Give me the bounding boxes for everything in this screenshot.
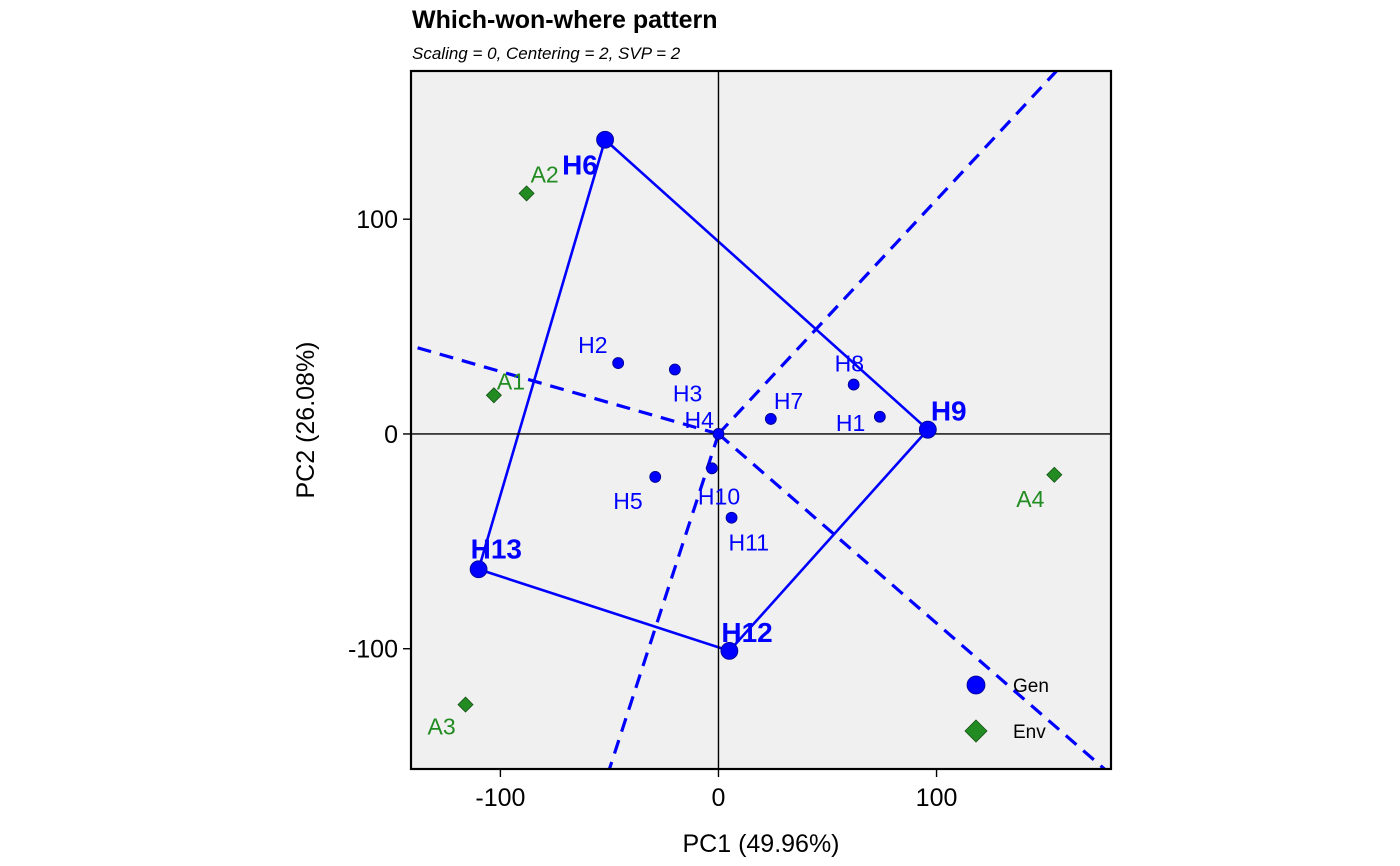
gen-point-h12 bbox=[720, 641, 739, 660]
gen-label-h12: H12 bbox=[721, 617, 772, 648]
legend-gen-marker bbox=[966, 675, 986, 695]
gen-label-h8: H8 bbox=[835, 351, 864, 377]
panel-border bbox=[409, 69, 1113, 771]
gen-label-h1: H1 bbox=[836, 410, 865, 436]
gen-point-h1 bbox=[873, 410, 886, 423]
gen-label-h13: H13 bbox=[471, 533, 522, 564]
legend-label-env: Env bbox=[1013, 722, 1046, 743]
plot-panel bbox=[411, 71, 1111, 769]
gen-label-h2: H2 bbox=[578, 332, 607, 358]
env-label-a3: A3 bbox=[428, 714, 456, 740]
legend-env-marker bbox=[964, 719, 988, 743]
gen-point-h4 bbox=[712, 428, 725, 440]
y-axis-label: PC2 (26.08%) bbox=[292, 341, 320, 498]
env-label-a2: A2 bbox=[531, 161, 559, 187]
env-point-a3 bbox=[457, 696, 474, 713]
chart-title: Which-won-where pattern bbox=[412, 6, 718, 34]
sector-line-4 bbox=[607, 433, 720, 769]
gen-point-h6 bbox=[596, 130, 614, 149]
gen-point-h3 bbox=[668, 363, 681, 376]
y-tick-label: -100 bbox=[348, 636, 398, 664]
x-tick-label: 100 bbox=[916, 784, 958, 812]
legend: Gen Env bbox=[964, 675, 1049, 743]
gen-label-h10: H10 bbox=[698, 483, 740, 509]
gen-label-h6: H6 bbox=[562, 150, 598, 181]
gen-label-h3: H3 bbox=[673, 381, 702, 407]
sector-line-1 bbox=[717, 71, 1058, 436]
env-label-a1: A1 bbox=[497, 368, 525, 394]
gen-point-h5 bbox=[649, 471, 662, 483]
env-label-a4: A4 bbox=[1016, 486, 1044, 512]
legend-label-gen: Gen bbox=[1013, 676, 1049, 697]
x-axis-label: PC1 (49.96%) bbox=[682, 830, 839, 858]
sector-line-2 bbox=[411, 344, 719, 436]
x-tick-label: 0 bbox=[712, 784, 726, 812]
gen-point-h11 bbox=[725, 511, 738, 524]
env-point-a2 bbox=[518, 185, 535, 202]
gen-point-h13 bbox=[469, 560, 488, 579]
gen-point-h2 bbox=[612, 357, 625, 369]
sector-line-3 bbox=[717, 432, 1106, 769]
chart-subtitle: Scaling = 0, Centering = 2, SVP = 2 bbox=[412, 44, 681, 63]
panel-background bbox=[411, 71, 1111, 769]
env-point-a1 bbox=[485, 387, 502, 404]
axes: -100 0 100 -100 0 100 bbox=[348, 69, 1113, 812]
gen-point-h8 bbox=[847, 378, 860, 391]
gen-point-h9 bbox=[918, 420, 937, 439]
gen-label-h9: H9 bbox=[931, 396, 967, 427]
x-tick-label: -100 bbox=[475, 784, 525, 812]
y-tick-label: 100 bbox=[356, 206, 398, 234]
env-point-a4 bbox=[1046, 466, 1063, 483]
gen-label-h4: H4 bbox=[684, 407, 714, 433]
gen-label-h5: H5 bbox=[613, 488, 642, 514]
sector-lines bbox=[411, 71, 1106, 769]
gen-label-h7: H7 bbox=[774, 388, 803, 414]
y-tick-label: 0 bbox=[384, 421, 398, 449]
gen-point-h10 bbox=[706, 462, 718, 475]
gen-label-h11: H11 bbox=[729, 530, 770, 556]
gen-point-h7 bbox=[764, 413, 777, 425]
